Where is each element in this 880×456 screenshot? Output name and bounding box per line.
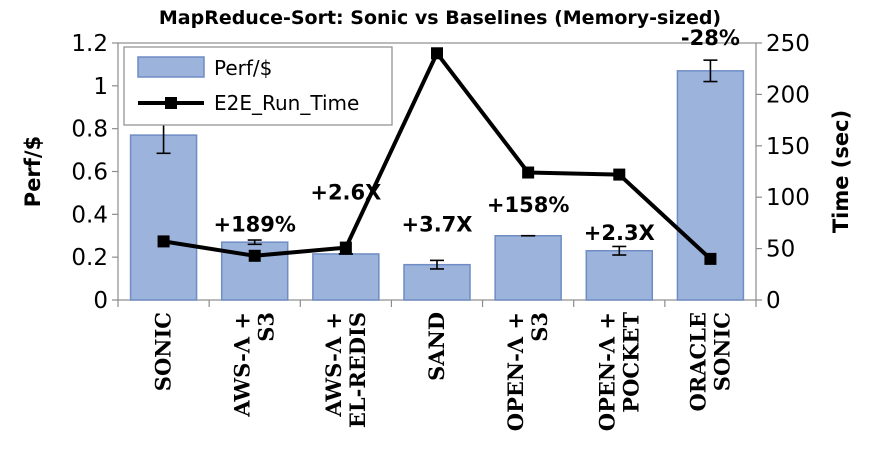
x-category-label-line: SAND xyxy=(424,312,449,381)
y2-axis-title: Time (sec) xyxy=(829,110,853,233)
annotation-label: +3.7X xyxy=(402,212,473,236)
bar xyxy=(403,263,471,301)
x-category-label-line: SONIC xyxy=(151,312,176,391)
y-tick-label: 1 xyxy=(93,74,108,100)
bar xyxy=(585,249,654,301)
x-category-label-line: EL-REDIS xyxy=(345,312,370,428)
e2e-run-time-point xyxy=(248,249,261,262)
x-category-label-line: OPEN-Λ + xyxy=(594,312,619,431)
chart-title: MapReduce-Sort: Sonic vs Baselines (Memo… xyxy=(159,7,721,29)
e2e-run-time-point xyxy=(522,166,535,179)
annotation-label: +189% xyxy=(213,212,295,236)
e2e-run-time-point xyxy=(339,241,352,254)
bar xyxy=(676,70,745,301)
legend-label: E2E_Run_Time xyxy=(214,91,359,115)
e2e-run-time-point xyxy=(431,47,443,60)
legend-swatch-marker xyxy=(165,97,177,109)
x-category-label-line: AWS-Λ + xyxy=(230,312,255,418)
x-category-label-line: SONIC xyxy=(709,312,734,391)
x-category-label: AWS-Λ + EL-REDIS xyxy=(321,312,370,428)
bar xyxy=(494,235,562,301)
x-category-label-line: POCKET xyxy=(618,312,643,413)
y-tick-label: 0.8 xyxy=(71,117,108,143)
x-category-label-line: S3 xyxy=(527,312,552,342)
bar xyxy=(312,253,380,301)
y-tick-label: 0.4 xyxy=(71,202,108,228)
y-tick-label: 0.6 xyxy=(71,160,108,186)
legend: Perf/$ E2E_Run_Time xyxy=(123,46,393,126)
x-category-label-line: S3 xyxy=(254,312,279,342)
annotation-label: +2.3X xyxy=(584,221,655,245)
e2e-run-time-point xyxy=(613,168,626,181)
x-category-label: AWS-Λ + S3 xyxy=(230,312,279,418)
x-category-label: ORACLE SONIC xyxy=(685,312,734,412)
x-category-label: OPEN-Λ + POCKET xyxy=(594,312,643,432)
y2-tick-label: 200 xyxy=(766,82,810,108)
annotation-label: -28% xyxy=(681,26,740,50)
y2-tick-label: 250 xyxy=(766,31,810,57)
y2-tick-label: 100 xyxy=(766,185,810,211)
annotation-label: +158% xyxy=(487,193,569,217)
x-category-label-line: AWS-Λ + xyxy=(321,312,346,418)
annotation-label: +2.6X xyxy=(310,180,381,204)
x-category-label-line: OPEN-Λ + xyxy=(503,312,528,431)
y2-tick-label: 150 xyxy=(766,134,810,160)
x-category-label-line: ORACLE xyxy=(685,312,710,412)
legend-swatch-bar xyxy=(137,56,205,78)
x-category-label: SONIC xyxy=(151,312,176,391)
y-tick-label: 0 xyxy=(93,288,108,314)
bar xyxy=(129,134,198,301)
y2-tick-label: 50 xyxy=(766,237,795,263)
y-tick-label: 1.2 xyxy=(71,31,108,57)
y-tick-label: 0.2 xyxy=(71,245,108,271)
y-axis-title: Perf/$ xyxy=(21,136,45,207)
legend-label: Perf/$ xyxy=(214,56,272,80)
e2e-run-time-point xyxy=(157,235,170,248)
plot-area: 0 0.2 0.4 0.6 0.8 1 1.2 0 50 100 150 200 250 Perf/$ Ti… xyxy=(21,26,853,431)
e2e-run-time-point xyxy=(704,252,717,265)
y2-tick-label: 0 xyxy=(766,288,781,314)
x-category-label: SAND xyxy=(424,312,449,381)
x-category-label: OPEN-Λ + S3 xyxy=(503,312,552,431)
